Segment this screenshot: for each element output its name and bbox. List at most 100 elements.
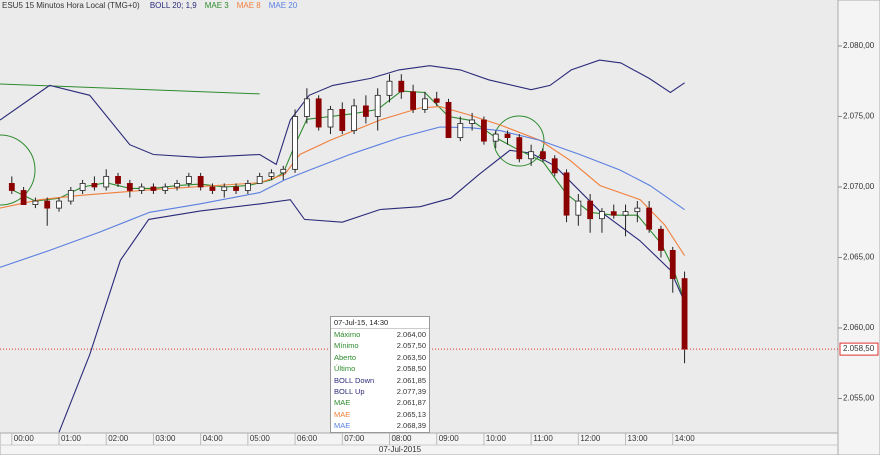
candle-body <box>268 172 275 177</box>
candle-body <box>56 200 62 209</box>
candle-body <box>563 172 570 216</box>
x-tick-label: 06:00 <box>297 434 318 443</box>
candle-body <box>575 200 582 216</box>
info-row: MAE 2.061,87 <box>331 397 429 408</box>
candle-body <box>492 133 499 142</box>
candle-body <box>445 101 452 139</box>
info-value: 2.063,50 <box>396 352 426 362</box>
y-tick-label: 2.075,00 <box>843 112 875 121</box>
candle-body <box>622 211 629 216</box>
candle-body <box>197 175 204 188</box>
candle-body <box>658 228 664 251</box>
info-value: 2.065,13 <box>396 409 426 419</box>
x-tick-label: 09:00 <box>439 434 460 443</box>
x-tick-label: 14:00 <box>675 434 696 443</box>
x-tick-label: 01:00 <box>61 434 82 443</box>
x-axis-area <box>0 432 839 455</box>
candle-body <box>339 109 346 131</box>
info-value: 2.068,39 <box>396 421 426 431</box>
candle-body <box>8 183 15 191</box>
info-label: MAE <box>334 398 351 408</box>
candle-body <box>292 116 298 170</box>
candle-body <box>79 183 86 191</box>
info-label: Mínimo <box>334 341 359 351</box>
info-label: Máximo <box>334 330 361 339</box>
candle-body <box>185 175 192 184</box>
info-value: 2.061,85 <box>396 375 426 385</box>
candle-body <box>516 137 523 160</box>
candle-body <box>422 98 428 110</box>
candle-body <box>540 151 546 160</box>
candle-body <box>162 186 169 191</box>
candle-body <box>504 133 511 139</box>
candle-body <box>551 158 558 174</box>
candle-body <box>398 80 405 93</box>
candle-body <box>126 183 133 191</box>
info-row: Aberto 2.063,50 <box>331 352 429 363</box>
info-row: Máximo 2.064,00 <box>331 329 429 340</box>
x-tick-label: 11:00 <box>533 434 553 443</box>
annotation-circle <box>0 134 36 206</box>
candle-body <box>233 186 239 191</box>
candle-body <box>362 105 369 117</box>
info-row: Mínimo 2.057,50 <box>331 340 429 351</box>
legend-item: MAE 3 <box>204 1 229 10</box>
candle-body <box>599 211 605 220</box>
candle-body <box>138 186 145 191</box>
y-tick-label: 2.055,00 <box>843 394 875 403</box>
x-tick-label: 02:00 <box>108 434 129 443</box>
x-tick-label: 08:00 <box>391 434 412 443</box>
legend-item: MAE 20 <box>268 1 298 10</box>
header: ESU5 15 Minutos Hora Local (TMG+0) BOLL … <box>2 1 305 10</box>
candle-body <box>327 109 334 128</box>
x-axis-label: 07-Jul-2015 <box>379 445 422 454</box>
info-label: BOLL Down <box>334 375 375 385</box>
x-tick-label: 00:00 <box>14 434 35 443</box>
x-tick-label: 05:00 <box>250 434 271 443</box>
info-label: MAE <box>334 421 351 431</box>
candle-body <box>469 119 476 124</box>
candle-body <box>150 186 157 191</box>
candle-body <box>669 250 676 280</box>
x-tick-label: 13:00 <box>628 434 649 443</box>
candle-body <box>351 105 357 131</box>
candle-body <box>587 200 594 220</box>
candle-body <box>256 175 263 184</box>
last-price-box <box>839 342 879 356</box>
x-tick-label: 03:00 <box>155 434 176 443</box>
x-tick-label: 07:00 <box>344 434 365 443</box>
candle-body <box>32 200 39 205</box>
y-tick-label: 2.070,00 <box>843 182 875 191</box>
chart-title: ESU5 15 Minutos Hora Local (TMG+0) <box>2 1 140 10</box>
candle-body <box>610 211 617 216</box>
candle-body <box>528 151 535 160</box>
y-tick-label: 2.080,00 <box>843 41 875 50</box>
indicator-line <box>0 126 685 268</box>
candle-body <box>209 186 216 191</box>
info-title: 07-Jul-15, 14:30 <box>331 317 429 329</box>
candle-body <box>457 123 464 139</box>
info-row: Último 2.058,50 <box>331 363 429 374</box>
info-value: 2.057,50 <box>396 341 426 351</box>
candle-body <box>221 186 228 191</box>
candle-body <box>44 200 51 209</box>
candle-body <box>20 190 27 205</box>
candle-body <box>681 278 688 350</box>
legend-item: BOLL 20; 1,9 <box>149 1 197 10</box>
info-value: 2.061,87 <box>396 398 426 408</box>
candle-body <box>67 190 74 202</box>
candle-body <box>115 175 121 184</box>
candle-body <box>386 80 393 96</box>
x-tick-label: 04:00 <box>203 434 224 443</box>
info-row: BOLL Up 2.077,39 <box>331 386 429 397</box>
indicator-line <box>0 59 685 166</box>
candle-body <box>433 98 440 103</box>
info-value: 2.077,39 <box>396 386 426 396</box>
info-row: BOLL Down 2.061,85 <box>331 375 429 386</box>
info-label: BOLL Up <box>334 386 365 396</box>
last-price-label: 2.058,50 <box>843 344 875 353</box>
candle-body <box>634 207 641 213</box>
y-tick-label: 2.060,00 <box>843 323 875 332</box>
x-tick-label: 12:00 <box>580 434 601 443</box>
